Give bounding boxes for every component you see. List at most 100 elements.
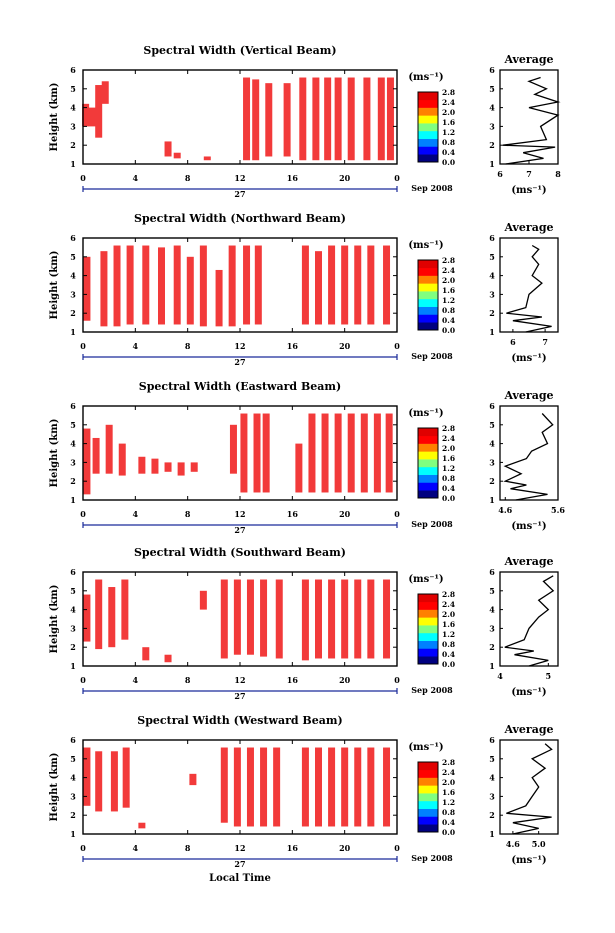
width-cell	[324, 77, 332, 161]
width-cell	[341, 579, 349, 659]
x-tick-label: 16	[287, 843, 299, 853]
colorbar-swatch	[418, 306, 438, 315]
x-tick-label: 12	[234, 509, 245, 519]
width-cell	[228, 245, 236, 327]
width-cell	[233, 579, 241, 655]
colorbar-swatch	[418, 275, 438, 284]
width-cell	[100, 251, 108, 327]
width-cell	[113, 245, 121, 327]
colorbar-swatch	[418, 107, 438, 116]
colorbar-frame	[417, 427, 439, 499]
x-tick-label: 0	[80, 341, 86, 351]
average-x-tick-label: 4.6	[498, 505, 512, 515]
colorbar-tick-label: 2.0	[442, 778, 455, 787]
colorbar-swatch	[418, 625, 438, 634]
x-tick-label: 0	[80, 675, 86, 685]
width-cell	[121, 579, 129, 640]
y-tick-label: 5	[70, 420, 76, 430]
colorbar-swatch	[418, 428, 438, 437]
average-title: Average	[503, 723, 553, 736]
colorbar-tick-label: 0.8	[442, 306, 455, 315]
colorbar-swatch	[418, 769, 438, 778]
average-x-tick-label: 4.6	[506, 839, 520, 849]
colorbar-tick-label: 2.8	[442, 424, 455, 433]
y-tick-label: 2	[70, 476, 76, 486]
width-cell	[341, 747, 349, 827]
colorbar-tick-label: 2.8	[442, 590, 455, 599]
y-tick-label: 2	[70, 140, 76, 150]
average-y-tick-label: 4	[489, 773, 495, 783]
y-tick-label: 5	[70, 586, 76, 596]
width-cell	[347, 77, 355, 161]
width-cell	[151, 458, 159, 474]
x-tick-label: 16	[287, 341, 299, 351]
colorbar-swatch	[418, 322, 438, 331]
average-y-tick-label: 1	[489, 829, 495, 839]
panel-title: Spectral Width (Vertical Beam)	[143, 44, 336, 57]
x-tick-label: 16	[287, 509, 299, 519]
average-x-tick-label: 5.0	[532, 839, 546, 849]
y-axis-label: Height (km)	[49, 585, 60, 654]
average-y-tick-label: 6	[489, 735, 495, 745]
colorbar-swatch	[418, 459, 438, 468]
x-tick-label: 20	[339, 509, 351, 519]
width-cell	[246, 579, 254, 655]
x-tick-label: 8	[185, 509, 191, 519]
x-tick-label: 4	[133, 509, 139, 519]
width-cell	[215, 269, 223, 327]
colorbar-tick-label: 1.2	[442, 296, 455, 305]
colorbar-tick-label: 2.0	[442, 108, 455, 117]
date-label: 27	[234, 357, 245, 367]
width-cell	[283, 83, 291, 157]
x-tick-label: 4	[133, 843, 139, 853]
colorbar-tick-label: 0.8	[442, 474, 455, 483]
colorbar-tick-label: 2.4	[442, 98, 455, 107]
colorbar-tick-label: 0.8	[442, 640, 455, 649]
y-tick-label: 1	[70, 327, 76, 337]
average-y-tick-label: 3	[489, 623, 495, 633]
colorbar-frame	[417, 259, 439, 331]
y-tick-label: 1	[70, 495, 76, 505]
width-cell	[328, 245, 336, 325]
width-cell	[243, 77, 251, 161]
average-title: Average	[503, 221, 553, 234]
width-cell	[105, 424, 113, 474]
average-x-axis-label: (ms⁻¹)	[511, 687, 546, 698]
colorbar-tick-label: 1.2	[442, 798, 455, 807]
colorbar-swatch	[418, 267, 438, 276]
average-profile-line	[506, 244, 552, 333]
average-frame	[499, 237, 559, 333]
y-tick-label: 4	[70, 271, 76, 281]
colorbar-unit: (ms⁻¹)	[408, 72, 443, 83]
width-cell	[189, 773, 197, 786]
average-y-tick-label: 2	[489, 140, 495, 150]
y-tick-label: 3	[70, 623, 76, 633]
width-cell	[265, 83, 273, 157]
panel-title: Spectral Width (Northward Beam)	[134, 212, 346, 225]
y-tick-label: 5	[70, 754, 76, 764]
colorbar-tick-label: 0.0	[442, 326, 455, 335]
y-tick-label: 4	[70, 605, 76, 615]
colorbar-swatch	[418, 474, 438, 483]
y-tick-label: 3	[70, 289, 76, 299]
colorbar-swatch	[418, 609, 438, 618]
y-axis-label: Height (km)	[49, 251, 60, 320]
average-y-tick-label: 4	[489, 103, 495, 113]
width-cell	[95, 85, 103, 138]
width-cell	[354, 747, 362, 827]
x-tick-label: 4	[133, 675, 139, 685]
colorbar-swatch	[418, 298, 438, 307]
width-cell	[299, 77, 307, 161]
average-y-tick-label: 5	[489, 252, 495, 262]
y-tick-label: 3	[70, 457, 76, 467]
colorbar-tick-label: 1.6	[442, 286, 455, 295]
width-cell	[88, 107, 96, 127]
x-axis-label: Local Time	[209, 873, 271, 884]
colorbar-tick-label: 2.0	[442, 444, 455, 453]
colorbar-swatch	[418, 800, 438, 809]
width-cell	[360, 413, 368, 493]
width-cell	[199, 590, 207, 610]
y-tick-label: 1	[70, 829, 76, 839]
width-cell	[386, 77, 394, 161]
